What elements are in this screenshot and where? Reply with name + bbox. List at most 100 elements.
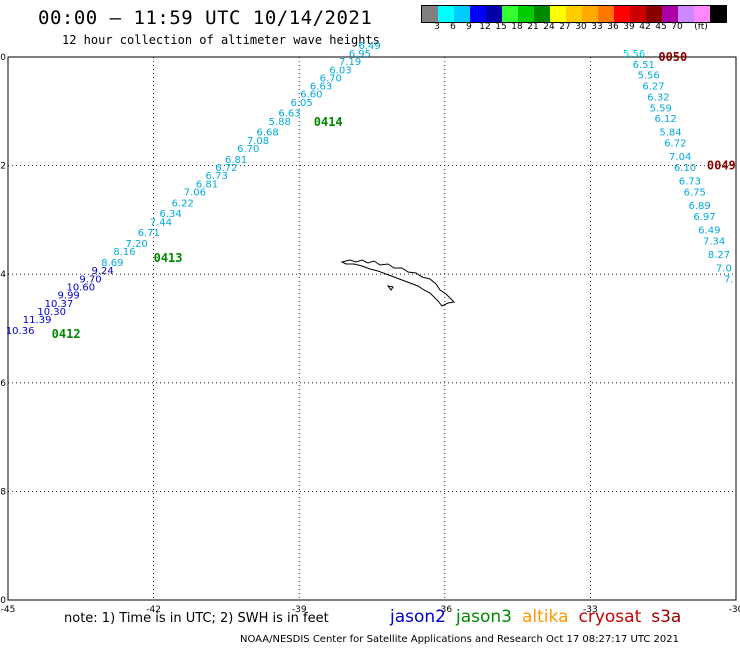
swh-value-label: 6.22 <box>172 198 194 209</box>
islet-outline <box>386 285 394 291</box>
swh-value-label: 6.10 <box>674 163 696 174</box>
swh-value-label: 11.39 <box>23 315 52 326</box>
y-tick-label: -60 <box>0 596 6 606</box>
swh-value-label: 8.16 <box>113 247 135 258</box>
color-swatch <box>662 6 678 22</box>
swh-value-label: 6.68 <box>257 128 279 139</box>
x-tick-label: -42 <box>146 605 161 615</box>
pass-time-label: 0050 <box>658 50 687 64</box>
color-scale-label: 24 <box>543 22 555 32</box>
swh-value-label: 6.72 <box>664 139 686 150</box>
swh-value-label: 8.27 <box>708 250 730 261</box>
color-swatch <box>630 6 646 22</box>
wave-height-color-scale <box>421 5 727 23</box>
swh-value-label: 6.95 <box>349 49 371 60</box>
swh-value-label: 6.72 <box>215 163 237 174</box>
color-swatch <box>566 6 582 22</box>
swh-value-label: 6.81 <box>196 179 218 190</box>
swh-value-label: 7.04 <box>669 152 691 163</box>
color-scale-label: 42 <box>639 22 651 32</box>
color-scale-label: 9 <box>466 22 472 32</box>
color-swatch <box>550 6 566 22</box>
satellite-legend-cryosat: cryosat <box>578 607 642 627</box>
pass-time-label: 0414 <box>314 115 343 129</box>
swh-value-label: 8.69 <box>101 258 123 269</box>
swh-value-label: 6.34 <box>159 209 181 220</box>
y-tick-label: -56 <box>0 379 6 389</box>
swh-value-label: 5.59 <box>650 103 672 114</box>
color-swatch <box>534 6 550 22</box>
swh-value-label: 7.44 <box>150 217 172 228</box>
color-scale-label: 30 <box>575 22 587 32</box>
color-scale-label: 12 <box>479 22 491 32</box>
swh-value-label: 7.34 <box>703 236 725 247</box>
y-tick-label: -54 <box>0 270 6 280</box>
color-swatch <box>518 6 534 22</box>
color-swatch <box>678 6 694 22</box>
map-frame <box>7 56 737 601</box>
swh-value-label: 10.36 <box>6 326 35 337</box>
color-swatch <box>646 6 662 22</box>
color-scale-label: 36 <box>607 22 619 32</box>
swh-value-label: 6.32 <box>647 92 669 103</box>
swh-value-label: 6.73 <box>206 171 228 182</box>
swh-value-label: 5.56 <box>638 71 660 82</box>
swh-value-label: 5.84 <box>659 128 681 139</box>
swh-value-label: 6.12 <box>654 114 676 125</box>
color-scale-label: 33 <box>591 22 603 32</box>
color-swatch <box>598 6 614 22</box>
map-title: 00:00 – 11:59 UTC 10/14/2021 <box>38 7 373 29</box>
y-tick-label: -58 <box>0 487 6 497</box>
swh-value-label: 6.89 <box>688 201 710 212</box>
swh-value-label: 6.63 <box>278 109 300 120</box>
color-scale-label: 70 <box>671 22 683 32</box>
color-swatch <box>422 6 438 22</box>
swh-value-label: 6.81 <box>225 155 247 166</box>
color-scale-label: 27 <box>559 22 571 32</box>
swh-value-label: 6.73 <box>679 177 701 188</box>
swh-value-label: 6.75 <box>684 187 706 198</box>
x-tick-label: -33 <box>583 605 598 615</box>
swh-value-label: 6.51 <box>633 60 655 71</box>
x-tick-label: -30 <box>729 605 740 615</box>
color-swatch <box>582 6 598 22</box>
satellite-legend: jason2 jason3 altika cryosat s3a <box>390 607 691 627</box>
color-swatch <box>502 6 518 22</box>
swh-value-label: 7.0 <box>716 263 732 274</box>
pass-time-label: 0412 <box>52 327 81 341</box>
color-swatch <box>470 6 486 22</box>
swh-value-label: 6.27 <box>642 82 664 93</box>
color-scale-label: 15 <box>495 22 507 32</box>
swh-value-label: 9.99 <box>58 291 80 302</box>
swh-value-label: 7. <box>724 274 734 285</box>
swh-value-label: 7.06 <box>184 187 206 198</box>
footer-note: note: 1) Time is in UTC; 2) SWH is in fe… <box>64 611 329 626</box>
satellite-legend-jason2: jason2 <box>390 607 446 627</box>
color-swatch <box>454 6 470 22</box>
color-swatch <box>710 6 726 22</box>
swh-value-label: 10.60 <box>66 282 95 293</box>
color-scale-label: 3 <box>434 22 440 32</box>
color-scale-label: (ft) <box>694 22 708 32</box>
swh-value-label: 6.97 <box>693 212 715 223</box>
satellite-legend-s3a: s3a <box>651 607 682 627</box>
south-georgia-coastline <box>340 259 456 307</box>
y-tick-label: -50 <box>0 53 6 63</box>
swh-value-label: 10.37 <box>45 299 74 310</box>
swh-value-label: 10.30 <box>37 307 66 318</box>
credit-line: NOAA/NESDIS Center for Satellite Applica… <box>240 634 679 645</box>
swh-value-label: 7.19 <box>339 57 361 68</box>
swh-value-label: 6.71 <box>138 228 160 239</box>
color-swatch <box>614 6 630 22</box>
swh-value-label: 6.60 <box>300 90 322 101</box>
color-swatch <box>694 6 710 22</box>
swh-value-label: 6.49 <box>698 225 720 236</box>
x-tick-label: -36 <box>437 605 452 615</box>
color-scale-label: 45 <box>655 22 667 32</box>
swh-value-label: 6.70 <box>237 144 259 155</box>
swh-value-label: 5.56 <box>623 49 645 60</box>
swh-value-label: 6.63 <box>310 82 332 93</box>
swh-value-label: 9.70 <box>79 274 101 285</box>
color-scale-label: 39 <box>623 22 635 32</box>
